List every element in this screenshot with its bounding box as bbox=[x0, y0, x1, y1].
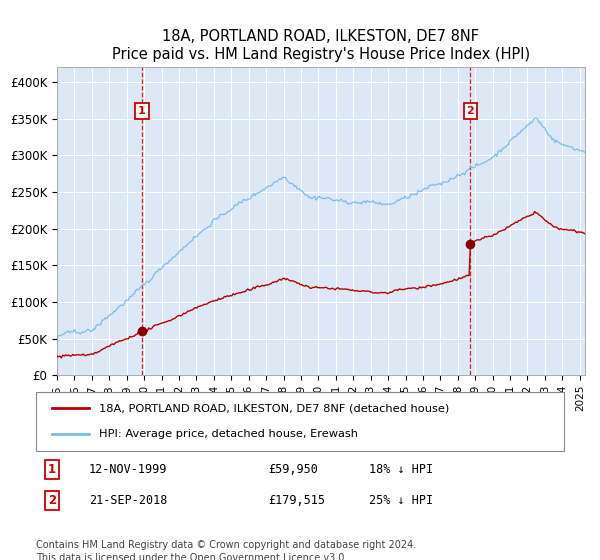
Text: 2: 2 bbox=[48, 494, 56, 507]
FancyBboxPatch shape bbox=[36, 392, 564, 451]
Text: 18A, PORTLAND ROAD, ILKESTON, DE7 8NF (detached house): 18A, PORTLAND ROAD, ILKESTON, DE7 8NF (d… bbox=[100, 403, 449, 413]
Title: 18A, PORTLAND ROAD, ILKESTON, DE7 8NF
Price paid vs. HM Land Registry's House Pr: 18A, PORTLAND ROAD, ILKESTON, DE7 8NF Pr… bbox=[112, 30, 530, 62]
Text: £179,515: £179,515 bbox=[268, 494, 325, 507]
Text: 1: 1 bbox=[138, 106, 146, 116]
Text: 21-SEP-2018: 21-SEP-2018 bbox=[89, 494, 167, 507]
Text: HPI: Average price, detached house, Erewash: HPI: Average price, detached house, Erew… bbox=[100, 430, 358, 440]
Text: 12-NOV-1999: 12-NOV-1999 bbox=[89, 463, 167, 476]
Text: 18% ↓ HPI: 18% ↓ HPI bbox=[368, 463, 433, 476]
Text: This data is licensed under the Open Government Licence v3.0.: This data is licensed under the Open Gov… bbox=[36, 553, 347, 560]
Text: £59,950: £59,950 bbox=[268, 463, 318, 476]
Text: Contains HM Land Registry data © Crown copyright and database right 2024.: Contains HM Land Registry data © Crown c… bbox=[36, 540, 416, 550]
Text: 2: 2 bbox=[466, 106, 474, 116]
Text: 1: 1 bbox=[48, 463, 56, 476]
Text: 25% ↓ HPI: 25% ↓ HPI bbox=[368, 494, 433, 507]
